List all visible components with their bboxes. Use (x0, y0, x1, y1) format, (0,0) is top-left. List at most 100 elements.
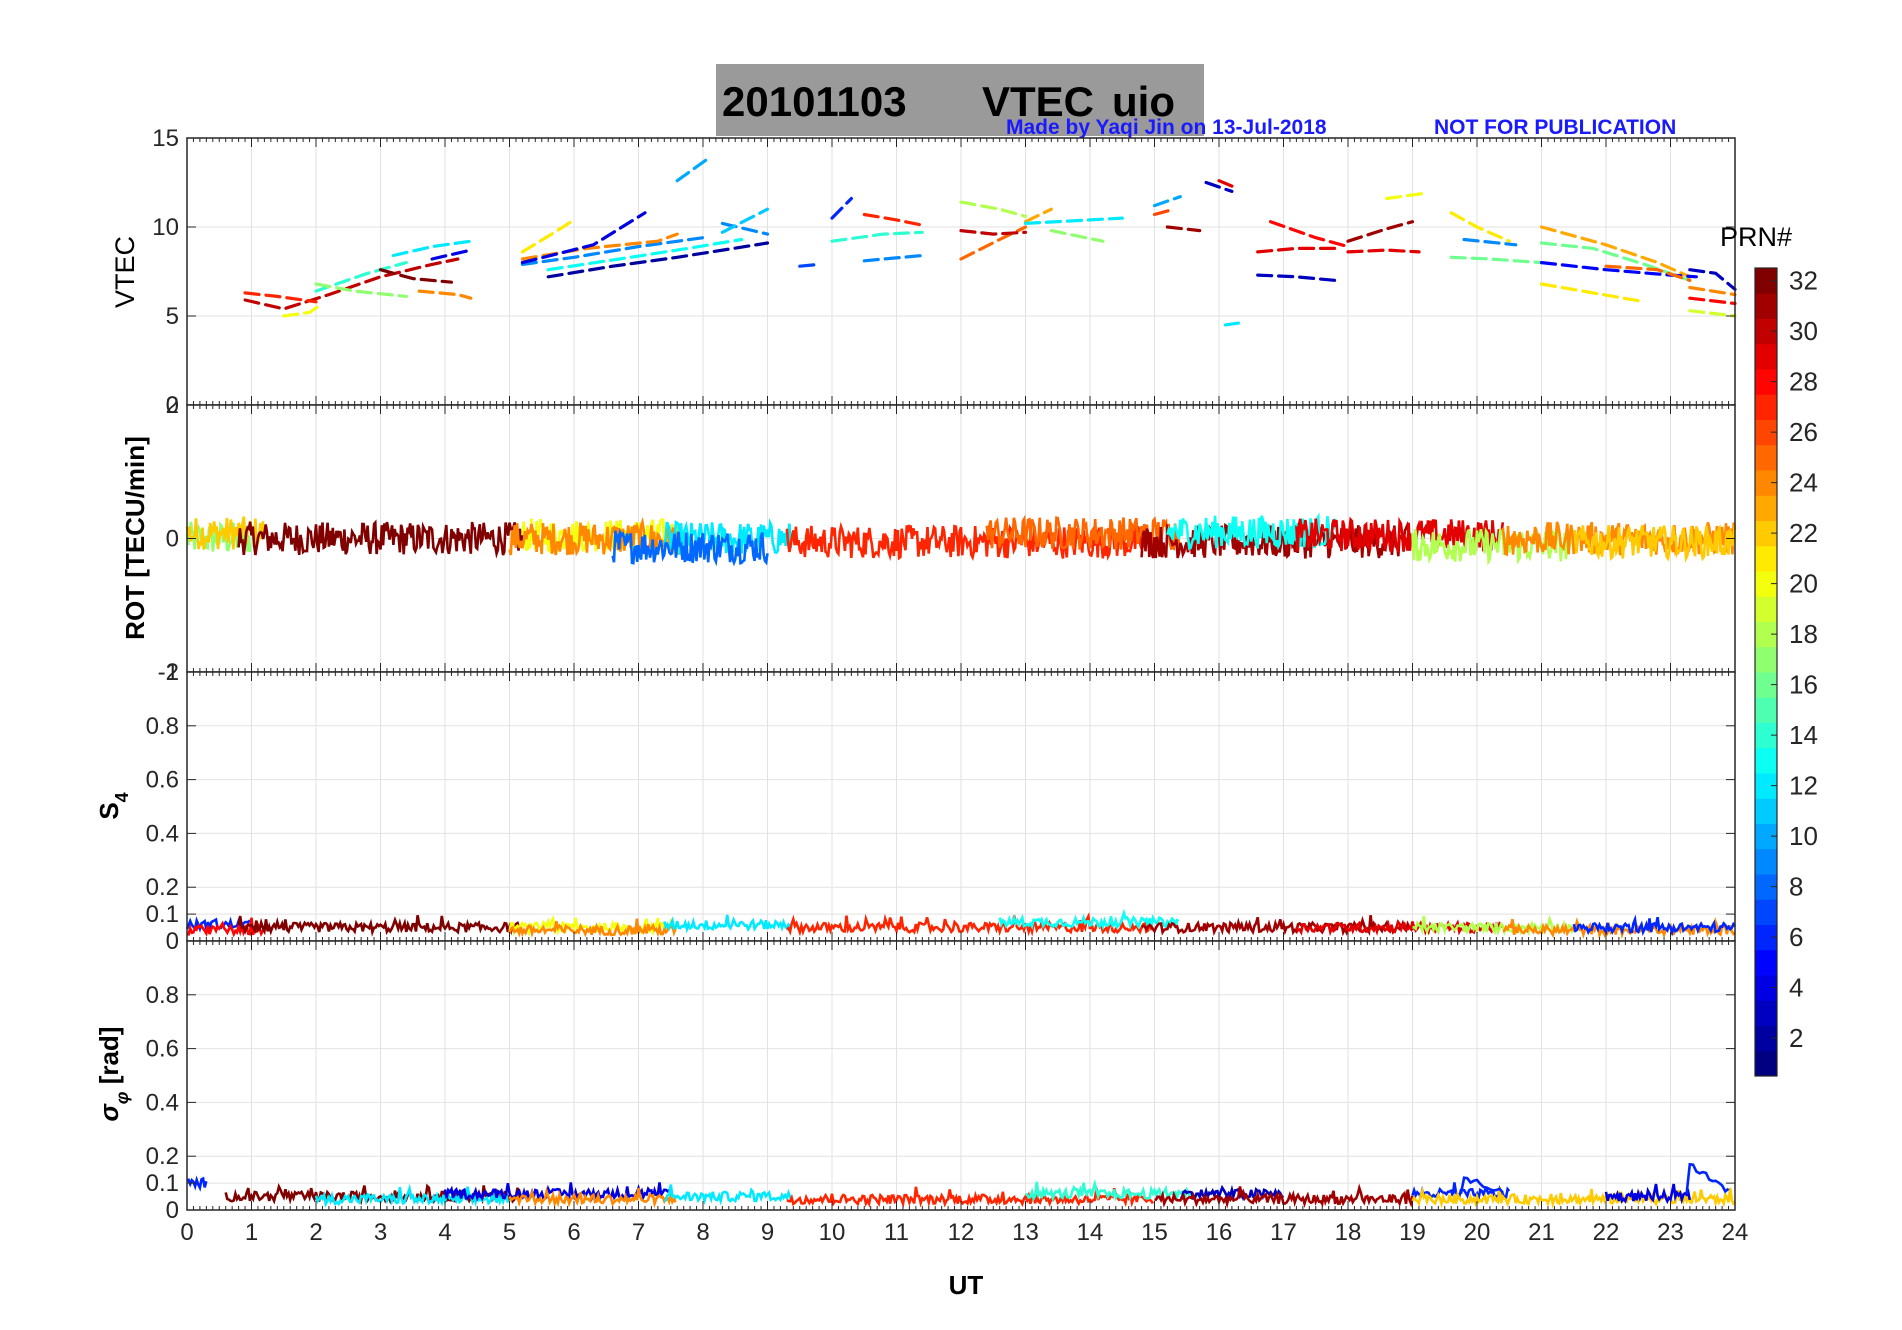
vtec-track-prn-29 (1217, 179, 1234, 188)
sigma-trace-prn-6 (186, 1175, 208, 1192)
colorbar-tick-label: 4 (1789, 973, 1803, 1003)
x-tick-label: 23 (1657, 1219, 1684, 1246)
rot-ytick-label: 2 (166, 392, 179, 419)
vtec-track-prn-27 (243, 291, 318, 304)
colorbar-tick-label: 2 (1789, 1023, 1803, 1053)
colorbar-swatch (1755, 747, 1777, 774)
colorbar-swatch (1755, 1050, 1777, 1077)
colorbar-label: PRN# (1720, 222, 1792, 252)
vtec-track-prn-3 (1688, 268, 1737, 291)
sigma-trace-prn-3 (1179, 1184, 1285, 1202)
x-tick-label: 6 (567, 1219, 580, 1246)
x-tick-label: 4 (438, 1219, 451, 1246)
s4-trace-prn-6 (1572, 914, 1737, 937)
vtec-track-prn-21 (520, 218, 576, 254)
colorbar-swatch (1755, 545, 1777, 572)
x-tick-label: 12 (948, 1219, 975, 1246)
vtec-track-prn-30 (959, 229, 1028, 236)
colorbar-swatch (1755, 293, 1777, 319)
colorbar-tick-label: 18 (1789, 619, 1818, 649)
colorbar-swatch (1755, 621, 1777, 648)
rot-trace-prn-32 (237, 519, 524, 559)
colorbar-swatch (1755, 848, 1777, 875)
colorbar-swatch (1755, 268, 1777, 294)
rot-trace-prn-29 (1295, 516, 1505, 553)
vtec-track-prn-11 (720, 207, 770, 234)
vtec-track-prn-31 (1346, 220, 1415, 243)
colorbar-swatch (1755, 444, 1777, 471)
vtec-track-prn-14 (830, 230, 924, 243)
vtec-track-prn-19 (1688, 309, 1737, 318)
rot-trace-prn-27 (785, 521, 1156, 562)
x-tick-label: 5 (503, 1219, 516, 1246)
vtec-track-prn-21 (1539, 282, 1647, 304)
x-tick-label: 3 (374, 1219, 387, 1246)
sigma-ytick-label: 0.6 (146, 1036, 179, 1063)
vtec-ytick-label: 15 (152, 125, 179, 152)
vtec-track-prn-31 (1165, 225, 1202, 233)
rot-ytick-label: -2 (158, 659, 179, 686)
vtec-track-prn-9 (520, 236, 705, 266)
colorbar-swatch (1755, 672, 1777, 698)
sigma-trace-prn-24 (508, 1186, 677, 1209)
title-station: uio (1112, 78, 1175, 125)
s4-panel: 00.10.2 0.4 0.6 0.8 1 (146, 659, 1737, 955)
vtec-track-prn-23 (1539, 225, 1692, 279)
rot-ytick-label: 0 (166, 526, 179, 553)
x-tick-label: 16 (1206, 1219, 1233, 1246)
vtec-track-prn-26 (1152, 207, 1176, 217)
sigma-ytick-label: 0.4 (146, 1089, 179, 1116)
x-tick-label: 19 (1399, 1219, 1426, 1246)
vtec-track-prn-24 (1688, 285, 1737, 297)
x-tick-label: 17 (1270, 1219, 1297, 1246)
vtec-ytick-label: 5 (166, 303, 179, 330)
vtec-track-prn-20 (1385, 191, 1428, 201)
x-tick-label: 2 (309, 1219, 322, 1246)
s4-ytick-label: 0.1 (146, 901, 179, 928)
vtec-track-prn-29 (1256, 246, 1337, 254)
colorbar-swatch (1755, 697, 1777, 723)
vtec-track-prn-3 (1256, 273, 1337, 282)
title-date: 20101103 (722, 78, 907, 125)
vtec-track-prn-16 (1449, 255, 1544, 265)
x-axis-label: UT (949, 1270, 984, 1300)
vtec-track-prn-9 (1462, 237, 1518, 247)
x-tick-label: 22 (1593, 1219, 1620, 1246)
vtec-track-prn-30 (243, 257, 460, 311)
colorbar-swatch (1755, 798, 1777, 824)
sigma-phi-ylabel: σφ [rad] (94, 1027, 132, 1122)
colorbar-swatch (1755, 520, 1777, 547)
colorbar-swatch (1755, 899, 1777, 925)
rot-ticks: -202 (158, 392, 1736, 686)
colorbar-swatch (1755, 369, 1777, 395)
vtec-track-prn-7 (798, 262, 821, 268)
vtec-track-prn-18 (959, 200, 1028, 218)
x-tick-label: 11 (884, 1219, 909, 1246)
vtec-track-prn-28 (1268, 220, 1350, 249)
s4-trace-prn-29 (1295, 919, 1504, 937)
rot-trace-prn-22 (1572, 523, 1737, 563)
sigma-trace-prn-4 (1604, 1183, 1692, 1205)
vtec-track-prn-3 (1204, 180, 1234, 193)
x-tick-label: 18 (1335, 1219, 1362, 1246)
vtec-track-prn-21 (1449, 211, 1511, 243)
colorbar-tick-label: 6 (1789, 922, 1803, 952)
colorbar-swatch (1755, 949, 1777, 976)
colorbar-tick-label: 30 (1789, 316, 1818, 346)
vtec-track-prn-17 (1049, 229, 1105, 243)
sigma-spike-prn-6 (1685, 1162, 1730, 1195)
rot-trace-prn-8 (611, 528, 769, 567)
title-label: VTEC (982, 78, 1094, 125)
vtec-ytick-label: 0 (166, 392, 179, 419)
sigma-trace-prn-27 (786, 1186, 1154, 1209)
credit-notice: NOT FOR PUBLICATION (1434, 116, 1676, 139)
colorbar-swatch (1755, 1025, 1777, 1052)
sigma-ytick-label: 0.1 (146, 1170, 179, 1197)
colorbar-swatch (1755, 975, 1777, 1001)
x-tick-label: 1 (245, 1219, 258, 1246)
sigma-trace-prn-14 (1025, 1178, 1193, 1203)
s4-ytick-label: 0.8 (146, 713, 179, 740)
sigma-ytick-label: 0.8 (146, 982, 179, 1009)
vtec-ylabel: VTEC (110, 236, 140, 308)
